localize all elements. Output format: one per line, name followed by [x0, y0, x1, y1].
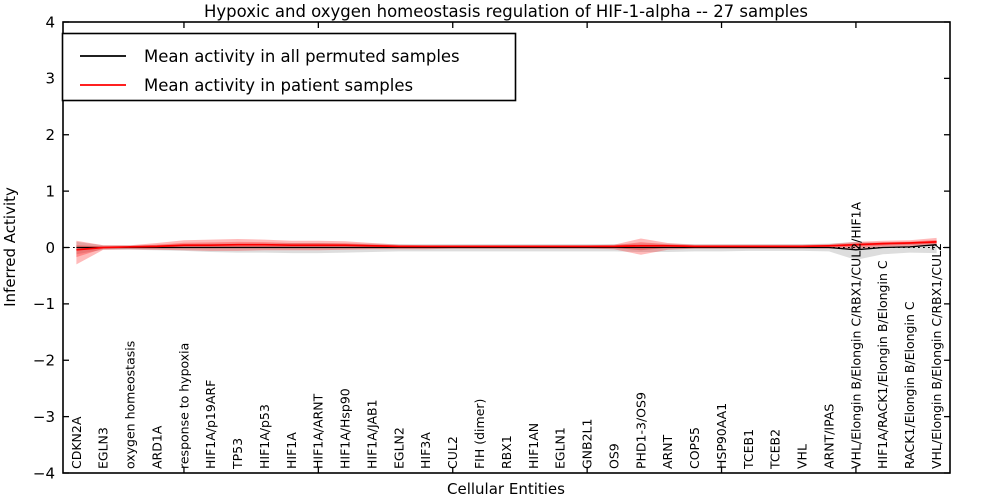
y-tick-label: −3	[33, 408, 55, 426]
category-label: HIF1A/JAB1	[364, 399, 379, 469]
y-tick-label: 2	[45, 126, 55, 144]
category-label: VHL	[795, 444, 810, 469]
category-label: HSP90AA1	[714, 403, 729, 469]
category-label: EGLN3	[96, 427, 111, 469]
y-tick-label: 4	[45, 13, 55, 31]
category-label: oxygen homeostasis	[123, 341, 138, 469]
category-label: RACK1/Elongin B/Elongin C	[902, 301, 917, 469]
category-label: HIF1AN	[526, 423, 541, 469]
category-label: PHD1-3/OS9	[633, 392, 648, 469]
category-label: response to hypoxia	[176, 343, 191, 469]
legend-box	[61, 32, 517, 102]
category-label: GNB2L1	[580, 419, 595, 469]
category-label: HIF3A	[418, 432, 433, 469]
patient-band-inner	[76, 239, 937, 258]
category-label: HIF1A/ARNT	[311, 393, 326, 469]
y-axis-label: Inferred Activity	[1, 187, 19, 307]
plot-area: CDKN2A EGLN3 oxygen homeostasis ARD1A respon…	[33, 13, 951, 482]
x-axis-label: Cellular Entities	[447, 480, 565, 498]
category-label: TP53	[230, 438, 245, 470]
y-tick-label: 3	[45, 70, 55, 88]
category-label: TCEB2	[768, 429, 783, 470]
legend-label-permuted: Mean activity in all permuted samples	[144, 47, 460, 66]
category-label: VHL/Elongin B/Elongin C/RBX1/CUL2	[929, 243, 944, 469]
y-tick-label: 0	[45, 239, 55, 257]
y-tick-label: 1	[45, 182, 55, 200]
category-label: ARNT	[660, 434, 675, 469]
permuted-mean-line	[76, 244, 937, 251]
category-label: HIF1A/RACK1/Elongin B/Elongin C	[875, 260, 890, 469]
category-label: FIH (dimer)	[472, 399, 487, 469]
category-label: HIF1A/Hsp90	[338, 388, 353, 469]
y-tick-label: −4	[33, 464, 55, 482]
category-label: OS9	[606, 443, 621, 469]
legend: Mean activity in all permuted samples Me…	[61, 32, 517, 102]
patient-mean-line	[76, 241, 937, 251]
y-tick-label: −1	[33, 295, 55, 313]
chart-title: Hypoxic and oxygen homeostasis regulatio…	[204, 2, 808, 21]
category-label: ARNT/IPAS	[821, 404, 836, 469]
legend-label-patient: Mean activity in patient samples	[144, 76, 413, 95]
category-label: HIF1A/p53	[257, 404, 272, 469]
category-label: EGLN2	[391, 427, 406, 469]
category-label: HIF1A/p19ARF	[203, 380, 218, 469]
category-label: ARD1A	[149, 425, 164, 469]
category-label: VHL/Elongin B/Elongin C/RBX1/CUL2/HIF1A	[848, 201, 863, 469]
category-label: CUL2	[445, 436, 460, 469]
category-label: CDKN2A	[69, 416, 84, 469]
category-label: EGLN1	[553, 427, 568, 469]
y-tick-label: −2	[33, 352, 55, 370]
category-label: COPS5	[687, 427, 702, 469]
category-label: TCEB1	[741, 429, 756, 470]
category-label: HIF1A	[284, 432, 299, 469]
category-label: RBX1	[499, 435, 514, 469]
